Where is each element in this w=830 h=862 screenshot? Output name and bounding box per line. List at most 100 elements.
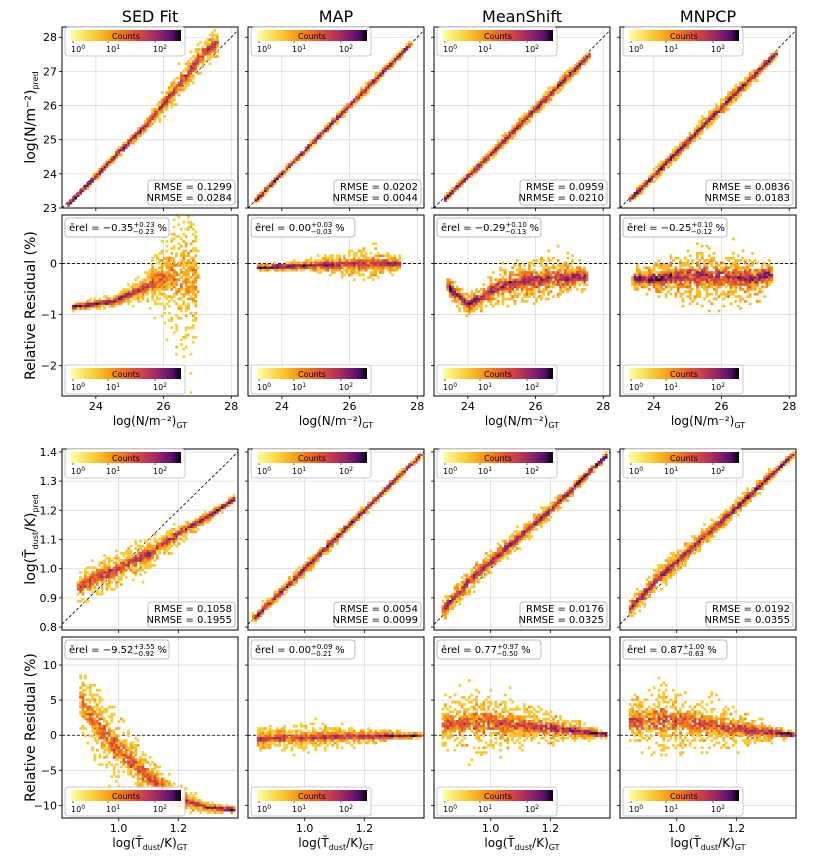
heatmap-cell bbox=[516, 124, 519, 128]
heatmap-cell bbox=[739, 86, 742, 90]
heatmap-cell bbox=[492, 146, 495, 150]
heatmap-cell bbox=[698, 278, 702, 282]
heatmap-cell bbox=[477, 168, 481, 171]
heatmap-cell bbox=[494, 297, 498, 301]
heatmap-cell bbox=[278, 592, 282, 596]
heatmap-cell bbox=[100, 566, 104, 570]
heatmap-cell bbox=[192, 326, 195, 330]
heatmap-cell bbox=[386, 259, 390, 262]
heatmap-cell bbox=[655, 285, 658, 289]
heatmap-cell bbox=[369, 79, 373, 82]
heatmap-cell bbox=[144, 124, 147, 128]
heatmap-cell bbox=[115, 566, 118, 570]
heatmap-cell bbox=[753, 278, 757, 282]
heatmap-cell bbox=[194, 302, 198, 306]
heatmap-cell bbox=[127, 141, 130, 145]
heatmap-cell bbox=[477, 160, 481, 164]
heatmap-cell bbox=[487, 292, 490, 296]
heatmap-cell bbox=[568, 276, 572, 279]
heatmap-cell bbox=[669, 273, 673, 277]
heatmap-cell bbox=[360, 249, 363, 253]
heatmap-cell bbox=[504, 132, 507, 135]
heatmap-cell bbox=[636, 194, 639, 198]
heatmap-cell bbox=[160, 91, 164, 94]
heatmap-cell bbox=[448, 189, 452, 193]
heatmap-cell bbox=[542, 96, 546, 99]
heatmap-cell bbox=[340, 110, 344, 114]
heatmap-cell bbox=[648, 175, 651, 178]
heatmap-cell bbox=[604, 451, 608, 454]
heatmap-cell bbox=[278, 590, 282, 594]
heatmap-cell bbox=[120, 583, 123, 586]
heatmap-cell bbox=[340, 266, 344, 270]
heatmap-cell bbox=[283, 168, 286, 171]
heatmap-cell bbox=[175, 532, 178, 536]
heatmap-cell bbox=[67, 204, 70, 207]
heatmap-cell bbox=[487, 554, 490, 558]
heatmap-cell bbox=[655, 283, 658, 286]
heatmap-cell bbox=[103, 304, 106, 308]
heatmap-cell bbox=[259, 192, 262, 195]
heatmap-cell bbox=[182, 532, 186, 536]
heatmap-cell bbox=[700, 132, 704, 135]
heatmap-cell bbox=[220, 508, 224, 512]
heatmap-cell bbox=[391, 57, 394, 61]
heatmap-cell bbox=[204, 518, 207, 522]
heatmap-cell bbox=[528, 532, 531, 536]
heatmap-cell bbox=[746, 276, 750, 279]
heatmap-cell bbox=[134, 290, 138, 294]
heatmap-cell bbox=[732, 252, 735, 255]
heatmap-cell bbox=[691, 139, 694, 142]
heatmap-cell bbox=[163, 108, 166, 111]
heatmap-cell bbox=[465, 573, 469, 577]
rel-error-lower: −0.23 bbox=[133, 228, 154, 236]
heatmap-cell bbox=[367, 504, 370, 507]
heatmap-cell bbox=[576, 271, 579, 274]
heatmap-cell bbox=[372, 256, 375, 260]
heatmap-cell bbox=[144, 278, 147, 282]
heatmap-cell bbox=[76, 600, 80, 603]
heatmap-cell bbox=[720, 105, 723, 109]
heatmap-cell bbox=[508, 136, 512, 140]
heatmap-cell bbox=[384, 487, 387, 490]
heatmap-cell bbox=[290, 266, 294, 270]
heatmap-cell bbox=[758, 268, 762, 272]
colorbar-tick-label: 100 bbox=[71, 44, 85, 54]
heatmap-cell bbox=[696, 285, 699, 289]
heatmap-cell bbox=[168, 542, 171, 546]
heatmap-cell bbox=[583, 273, 586, 277]
heatmap-cell bbox=[660, 280, 663, 284]
heatmap-cell bbox=[698, 268, 702, 272]
heatmap-cell bbox=[729, 96, 733, 99]
heatmap-cell bbox=[568, 487, 572, 490]
heatmap-cell bbox=[705, 259, 709, 262]
heatmap-cell bbox=[501, 300, 505, 303]
heatmap-cell bbox=[100, 592, 104, 596]
heatmap-cell bbox=[79, 192, 82, 195]
heatmap-cell bbox=[556, 86, 560, 90]
heatmap-cell bbox=[312, 264, 315, 267]
heatmap-cell bbox=[734, 295, 738, 298]
heatmap-cell bbox=[720, 100, 723, 104]
heatmap-cell bbox=[136, 132, 140, 135]
heatmap-cell bbox=[122, 552, 126, 555]
heatmap-cell bbox=[753, 74, 757, 78]
heatmap-cell bbox=[544, 278, 548, 282]
heatmap-cell bbox=[520, 290, 524, 294]
heatmap-cell bbox=[350, 105, 354, 109]
heatmap-cell bbox=[525, 117, 529, 121]
heatmap-cell bbox=[146, 559, 150, 562]
heatmap-cell bbox=[691, 259, 694, 262]
heatmap-cell bbox=[324, 261, 327, 265]
heatmap-cell bbox=[307, 561, 310, 565]
heatmap-cell bbox=[456, 295, 459, 298]
heatmap-cell bbox=[84, 184, 87, 188]
heatmap-cell bbox=[403, 468, 406, 471]
heatmap-cell bbox=[628, 612, 632, 615]
heatmap-cell bbox=[367, 506, 370, 510]
heatmap-cell bbox=[79, 588, 82, 591]
heatmap-cell bbox=[81, 588, 85, 591]
heatmap-cell bbox=[448, 290, 452, 294]
heatmap-cell bbox=[196, 266, 200, 270]
heatmap-cell bbox=[657, 168, 661, 171]
